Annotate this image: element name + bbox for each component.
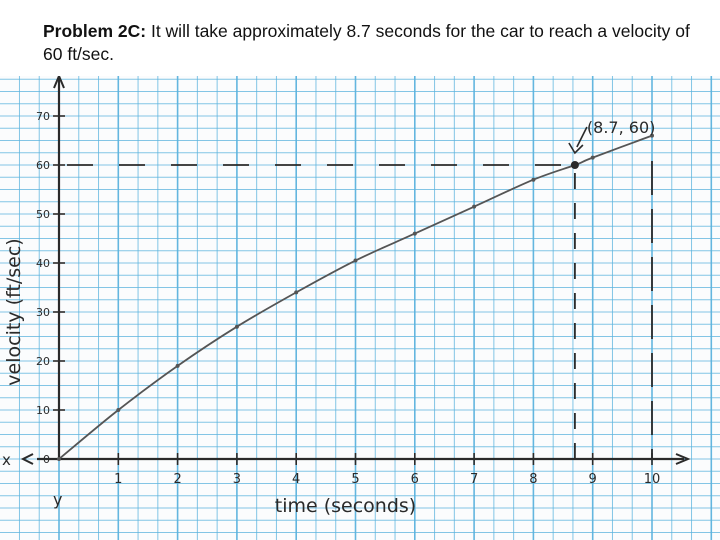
x-tick-label: 6 (411, 472, 419, 487)
x-tick-label: 2 (173, 472, 181, 487)
y-tick-label: 50 (36, 208, 50, 221)
data-point (234, 324, 239, 329)
x-tick-label: 5 (351, 472, 359, 487)
y-tick-label: 20 (36, 355, 50, 368)
axes (20, 76, 691, 465)
y-tick-label: 10 (36, 404, 50, 417)
y-axis-letter: y (53, 490, 62, 509)
data-point (531, 177, 536, 182)
data-point (57, 457, 61, 461)
y-tick-label: 40 (36, 257, 50, 270)
data-point (472, 204, 477, 209)
data-point (294, 290, 299, 295)
velocity-time-chart: 1 2 3 4 5 6 7 8 9 10 0 10 20 30 40 50 60 70 x y time (second… (0, 76, 720, 540)
y-tick-label: 60 (36, 159, 50, 172)
x-axis-arrow (675, 453, 691, 465)
data-point (412, 231, 417, 236)
caption: Problem 2C: It will take approximately 8… (43, 20, 703, 66)
data-point (175, 363, 180, 368)
highlight-arrowhead (568, 142, 584, 155)
y-tick-label: 30 (36, 306, 50, 319)
data-point (590, 155, 595, 160)
x-tick-label: 3 (233, 472, 241, 487)
caption-heading: Problem 2C: (43, 21, 147, 41)
x-tick-label: 1 (114, 472, 122, 487)
highlight-arrow (576, 126, 588, 148)
y-axis-arrow (53, 76, 65, 89)
x-axis-letter: x (2, 451, 11, 469)
y-tick-label: 0 (43, 453, 50, 466)
x-tick-label: 8 (529, 472, 537, 487)
y-tick-label: 70 (36, 110, 50, 123)
graph-paper: 1 2 3 4 5 6 7 8 9 10 0 10 20 30 40 50 60 70 x y time (second… (0, 76, 720, 540)
grid (0, 76, 720, 540)
x-tick-label: 9 (589, 472, 597, 487)
x-axis-title: time (seconds) (275, 495, 416, 517)
data-point (353, 258, 358, 263)
x-tick-label: 10 (644, 472, 661, 487)
highlight-point (570, 161, 579, 169)
x-tick-label: 7 (470, 472, 478, 487)
highlight-point-label: (8.7, 60) (587, 118, 655, 137)
guide-lines (67, 161, 653, 459)
y-axis-title: velocity (ft/sec) (3, 238, 25, 385)
data-point (116, 408, 121, 412)
curve (57, 133, 654, 461)
data-point (650, 133, 654, 138)
x-tick-label: 4 (292, 472, 300, 487)
caption-text: It will take approximately 8.7 seconds f… (43, 21, 690, 64)
labels: 1 2 3 4 5 6 7 8 9 10 0 10 20 30 40 50 60 70 x y time (second… (2, 110, 660, 517)
x-axis-left-arrow (20, 453, 34, 465)
